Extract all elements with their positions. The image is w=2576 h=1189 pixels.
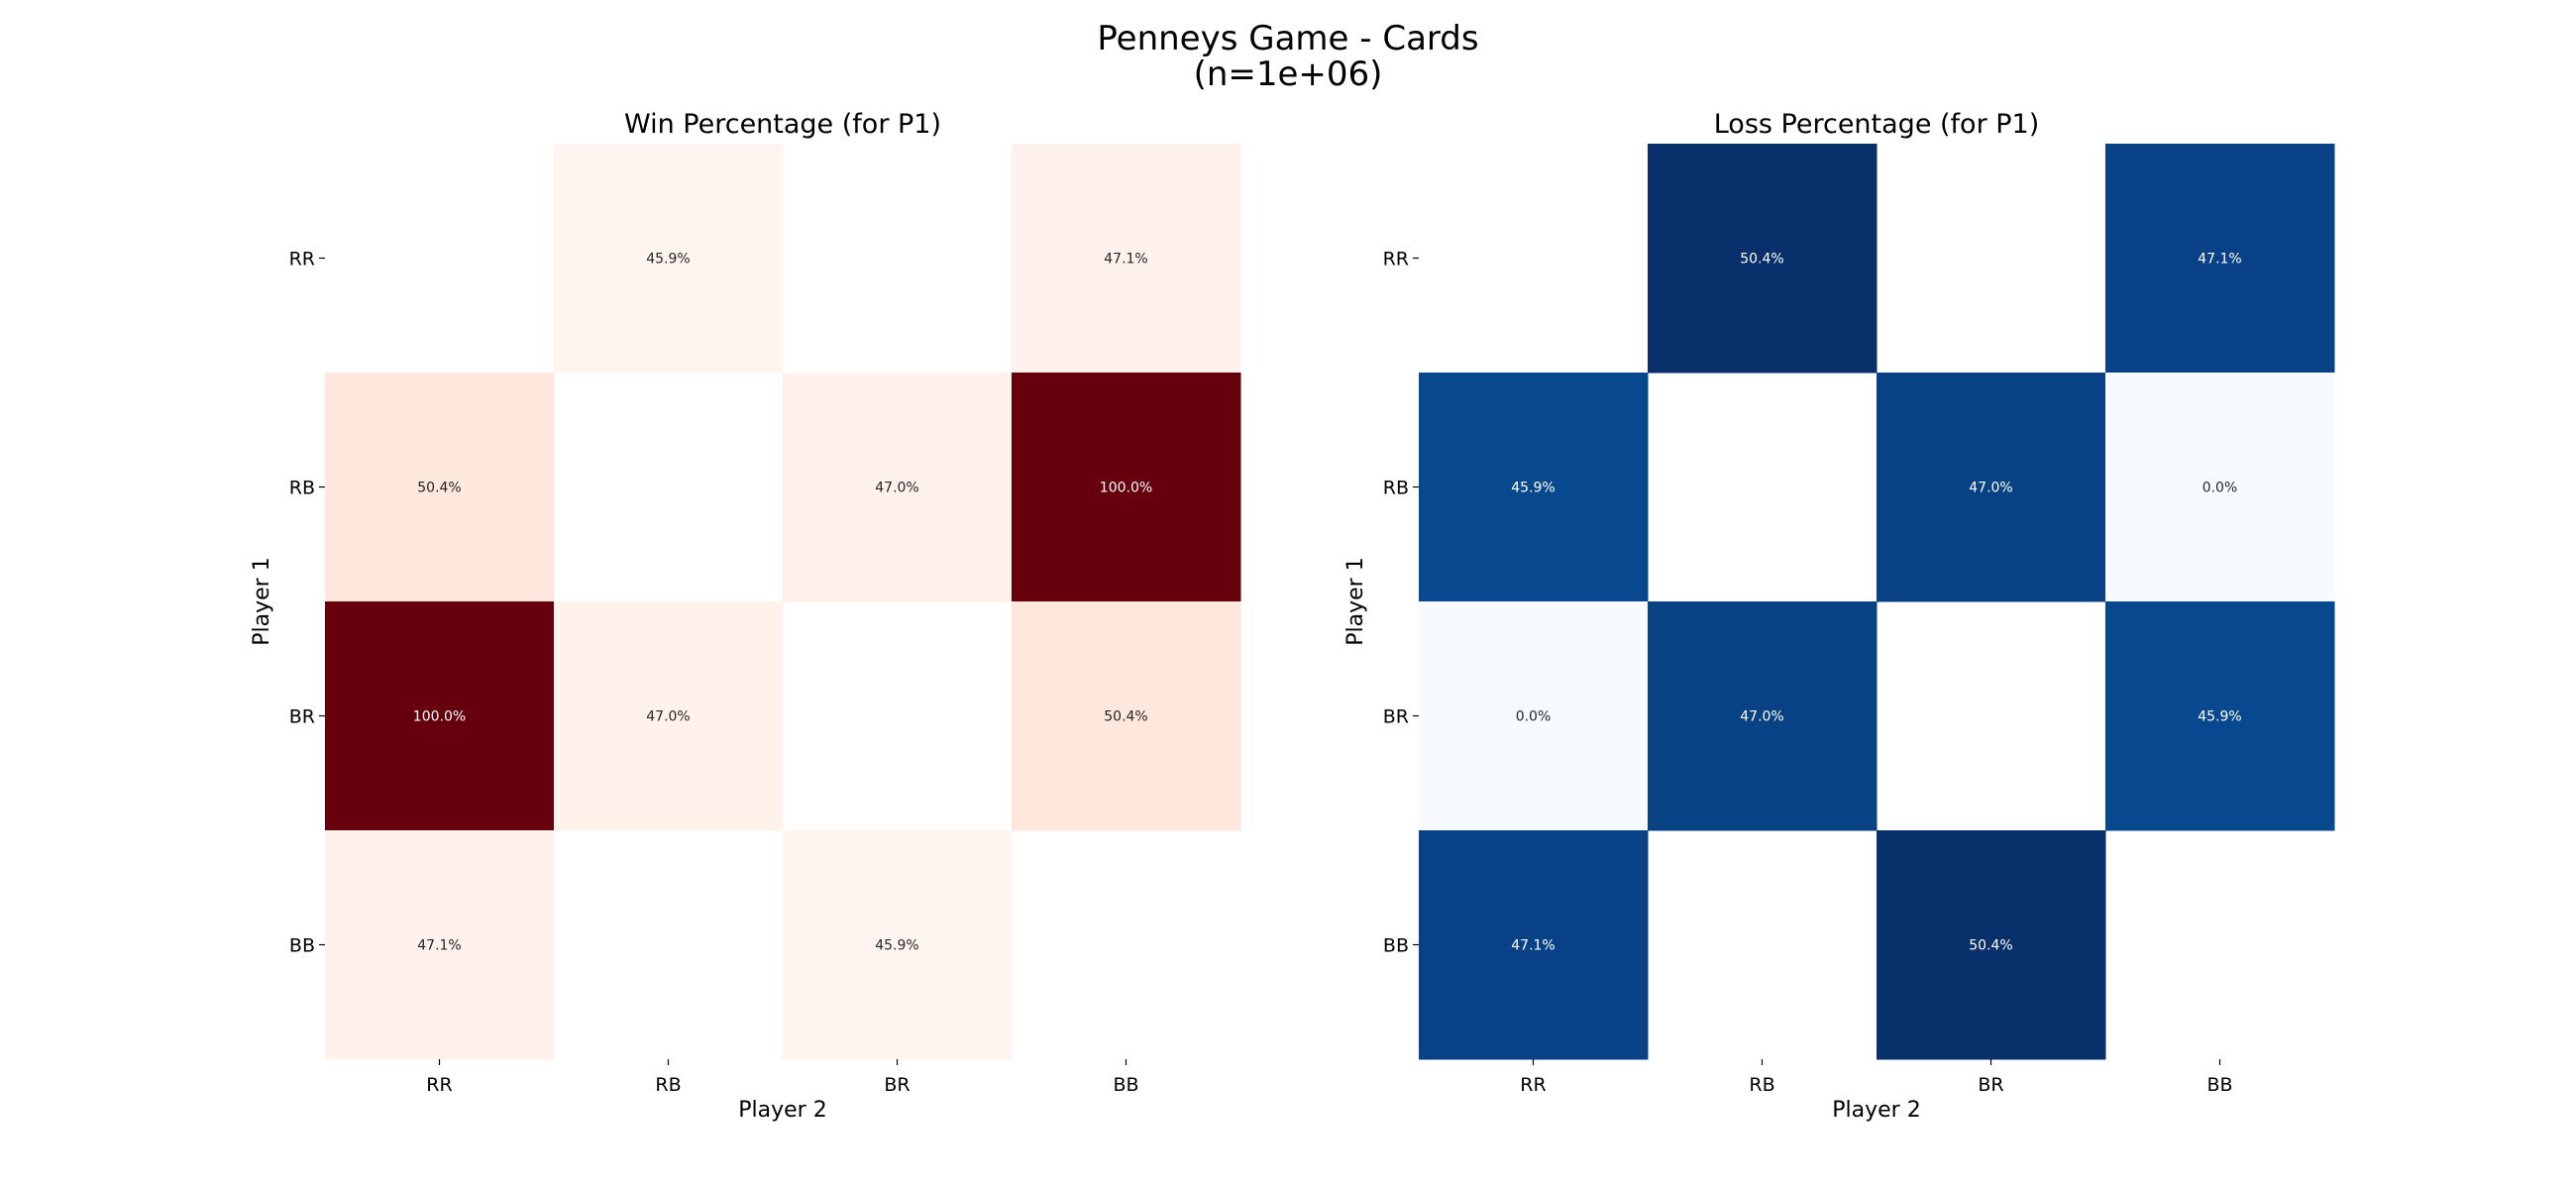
- y-tick-label: RB: [1383, 478, 1409, 499]
- y-tick-label: BB: [1383, 935, 1409, 957]
- heatmap-cell: [1012, 144, 1241, 374]
- cell-annotation: 47.0%: [875, 481, 918, 496]
- cell-annotation: 50.4%: [1740, 252, 1783, 268]
- y-tick-label: BR: [1383, 706, 1409, 728]
- cell-annotation: 100.0%: [413, 709, 466, 725]
- cell-annotation: 47.0%: [1969, 481, 2012, 496]
- heatmap-cell: [1012, 373, 1241, 602]
- heatmap-cell: [1419, 373, 1649, 602]
- x-tick-label: BB: [1113, 1074, 1138, 1096]
- y-tick-label: BB: [289, 935, 315, 957]
- heatmap-cell: [2105, 601, 2335, 831]
- heatmap-cell: [1648, 601, 1878, 831]
- heatmap-title: Loss Percentage (for P1): [1714, 109, 2040, 140]
- x-axis-label: Player 2: [738, 1098, 826, 1123]
- x-tick-label: RB: [655, 1074, 681, 1096]
- cell-annotation: 0.0%: [1516, 709, 1552, 725]
- cell-annotation: 100.0%: [1100, 481, 1152, 496]
- cell-annotation: 47.1%: [1511, 938, 1555, 954]
- heatmap-cell: [783, 830, 1013, 1060]
- cell-annotation: 50.4%: [1104, 709, 1147, 725]
- x-tick-label: BR: [884, 1074, 910, 1096]
- heatmap-cell: [325, 373, 555, 602]
- cell-annotation: 47.1%: [2198, 252, 2241, 268]
- cell-annotation: 45.9%: [1511, 481, 1555, 496]
- cell-annotation: 47.0%: [1740, 709, 1783, 725]
- heatmap-cell: [783, 373, 1013, 602]
- figure-title: Penneys Game - Cards: [1097, 19, 1478, 58]
- cell-annotation: 47.0%: [646, 709, 690, 725]
- heatmap-cell: [1419, 601, 1649, 831]
- heatmap-cell: [554, 601, 784, 831]
- heatmap-cell: [554, 144, 784, 374]
- y-tick-label: RB: [289, 478, 315, 499]
- cell-annotation: 45.9%: [2198, 709, 2241, 725]
- heatmap-cell: [1648, 144, 1878, 374]
- x-axis-label: Player 2: [1832, 1098, 1920, 1123]
- y-axis-label: Player 1: [250, 557, 274, 645]
- heatmap-cell: [325, 601, 555, 831]
- x-tick-label: RB: [1749, 1074, 1774, 1096]
- figure-subtitle: (n=1e+06): [1194, 54, 1383, 94]
- y-tick-label: BR: [289, 706, 315, 728]
- cell-annotation: 0.0%: [2202, 481, 2238, 496]
- win-percentage-heatmap: Win Percentage (for P1) 45.9% 47.1% 50.4% 47…: [250, 109, 1241, 1123]
- heatmap-cell: [1877, 830, 2106, 1060]
- x-tick-label: RR: [426, 1074, 452, 1096]
- cell-annotation: 50.4%: [417, 481, 461, 496]
- x-tick-label: BB: [2206, 1074, 2232, 1096]
- x-tick-label: BR: [1978, 1074, 2003, 1096]
- heatmap-title: Win Percentage (for P1): [624, 109, 941, 140]
- cell-annotation: 47.1%: [417, 938, 461, 954]
- heatmap-cell: [2105, 373, 2335, 602]
- y-axis-label: Player 1: [1343, 557, 1368, 645]
- cell-annotation: 45.9%: [646, 252, 690, 268]
- cell-annotation: 50.4%: [1969, 938, 2012, 954]
- cell-annotation: 45.9%: [875, 938, 918, 954]
- y-tick-label: RR: [1383, 249, 1409, 270]
- heatmap-cell: [325, 830, 555, 1060]
- loss-percentage-heatmap: Loss Percentage (for P1) 50.4% 47.1% 45.9% 4…: [1343, 109, 2335, 1123]
- heatmap-cell: [2105, 144, 2335, 374]
- heatmap-cell: [1877, 373, 2106, 602]
- heatmap-cell: [1012, 601, 1241, 831]
- heatmap-cell: [1419, 830, 1649, 1060]
- cell-annotation: 47.1%: [1104, 252, 1147, 268]
- y-tick-label: RR: [289, 249, 315, 270]
- x-tick-label: RR: [1520, 1074, 1546, 1096]
